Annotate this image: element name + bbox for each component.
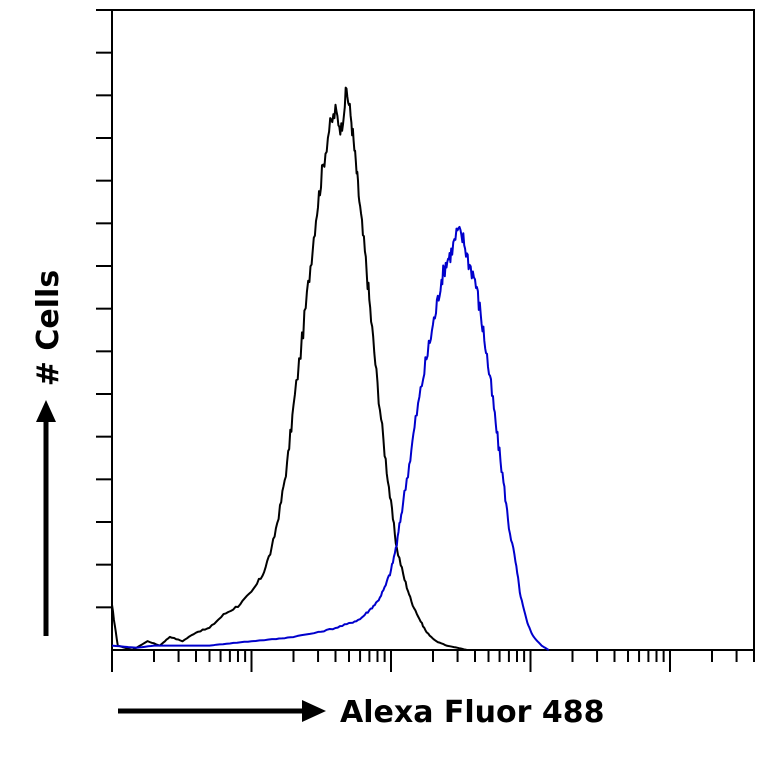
y-axis-ticks	[96, 9, 112, 609]
series-line-blue	[111, 225, 550, 651]
x-axis-label: Alexa Fluor 488	[340, 695, 605, 730]
x-axis-label-group: Alexa Fluor 488	[118, 695, 605, 730]
series-line-black	[111, 86, 468, 651]
y-axis-label-group: # Cells	[31, 270, 66, 636]
x-axis-ticks	[111, 650, 755, 672]
y-axis-arrowhead	[36, 400, 56, 422]
series-layer	[111, 86, 550, 651]
y-axis-label: # Cells	[31, 270, 66, 386]
x-axis-arrowhead	[302, 700, 326, 722]
